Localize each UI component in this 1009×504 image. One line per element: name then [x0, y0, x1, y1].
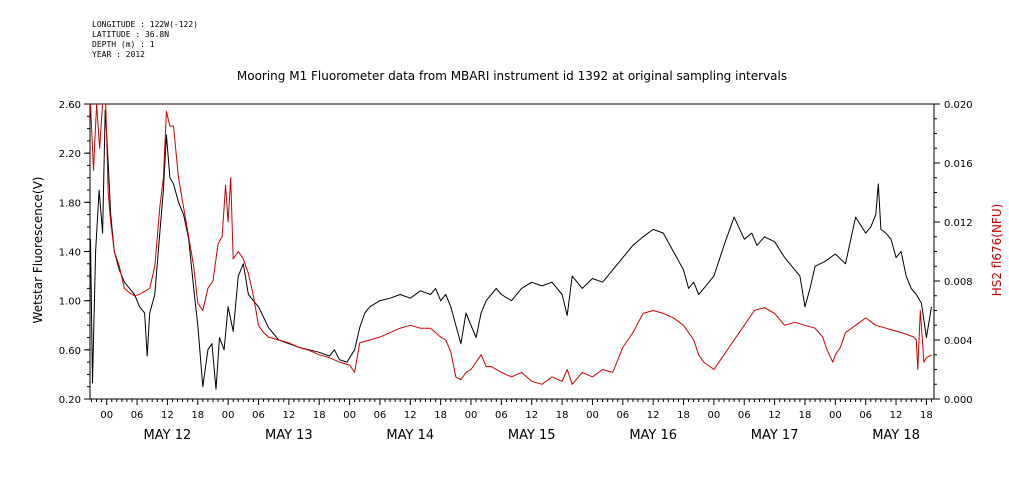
- latitude-label: LATITUDE : 36.8N: [92, 30, 170, 39]
- x-tick-label: 18: [434, 410, 447, 421]
- year-label: YEAR : 2012: [92, 50, 145, 59]
- left-tick-label: 1.00: [59, 297, 81, 308]
- right-tick-label: 0.008: [944, 277, 973, 288]
- x-tick-label: 18: [799, 410, 812, 421]
- series-line-hs2: [90, 104, 932, 385]
- x-tick-label: 06: [859, 410, 872, 421]
- x-tick-label: 12: [404, 410, 417, 421]
- x-tick-label: 18: [191, 410, 204, 421]
- depth-label: DEPTH (m) : 1: [92, 40, 155, 49]
- x-tick-label: 00: [708, 410, 721, 421]
- x-tick-label: 12: [890, 410, 903, 421]
- day-label: MAY 12: [144, 428, 192, 443]
- left-tick-label: 0.60: [59, 346, 81, 357]
- day-label: MAY 14: [386, 428, 434, 443]
- left-tick-label: 2.60: [59, 100, 81, 111]
- metadata-block: LONGITUDE : 122W(-122) LATITUDE : 36.8N …: [92, 20, 198, 60]
- series-line-wetstar: [90, 109, 932, 390]
- x-tick-label: 06: [252, 410, 265, 421]
- right-axis-title: HS2 fl676(NFU): [990, 204, 1004, 297]
- left-tick-label: 1.80: [59, 198, 81, 209]
- x-tick-label: 06: [131, 410, 144, 421]
- left-tick-label: 2.20: [59, 149, 81, 160]
- chart-title: Mooring M1 Fluorometer data from MBARI i…: [237, 69, 787, 83]
- right-tick-label: 0.016: [944, 159, 973, 170]
- plot-area: 0.20 0.60 1.00 1.40 1.80 2.20 2.60 0.000 0.004 0.…: [59, 100, 973, 443]
- x-tick-label: 06: [374, 410, 387, 421]
- x-tick-label: 00: [586, 410, 599, 421]
- right-tick-label: 0.012: [944, 218, 973, 229]
- day-label: MAY 18: [872, 428, 920, 443]
- x-tick-label: 12: [768, 410, 781, 421]
- right-tick-label: 0.000: [944, 395, 973, 406]
- day-label: MAY 17: [751, 428, 799, 443]
- x-tick-label: 06: [616, 410, 629, 421]
- x-tick-label: 00: [222, 410, 235, 421]
- x-tick-label: 12: [282, 410, 295, 421]
- x-tick-label: 12: [647, 410, 660, 421]
- x-tick-label: 12: [525, 410, 538, 421]
- x-tick-label: 00: [465, 410, 478, 421]
- left-tick-label: 1.40: [59, 248, 81, 259]
- x-tick-label: 00: [343, 410, 356, 421]
- x-tick-label: 12: [161, 410, 174, 421]
- x-tick-label: 00: [100, 410, 113, 421]
- x-tick-label: 18: [556, 410, 569, 421]
- x-tick-label: 06: [738, 410, 751, 421]
- x-tick-label: 18: [313, 410, 326, 421]
- x-tick-label: 18: [920, 410, 933, 421]
- x-tick-label: 00: [829, 410, 842, 421]
- x-tick-label: 06: [495, 410, 508, 421]
- left-axis-title: Wetstar Fluorescence(V): [31, 177, 45, 324]
- right-tick-label: 0.004: [944, 336, 973, 347]
- day-label: MAY 15: [508, 428, 556, 443]
- day-label: MAY 13: [265, 428, 313, 443]
- day-label: MAY 16: [629, 428, 677, 443]
- x-tick-label: 18: [677, 410, 690, 421]
- right-tick-label: 0.020: [944, 100, 973, 111]
- longitude-label: LONGITUDE : 122W(-122): [92, 20, 198, 29]
- left-tick-label: 0.20: [59, 395, 81, 406]
